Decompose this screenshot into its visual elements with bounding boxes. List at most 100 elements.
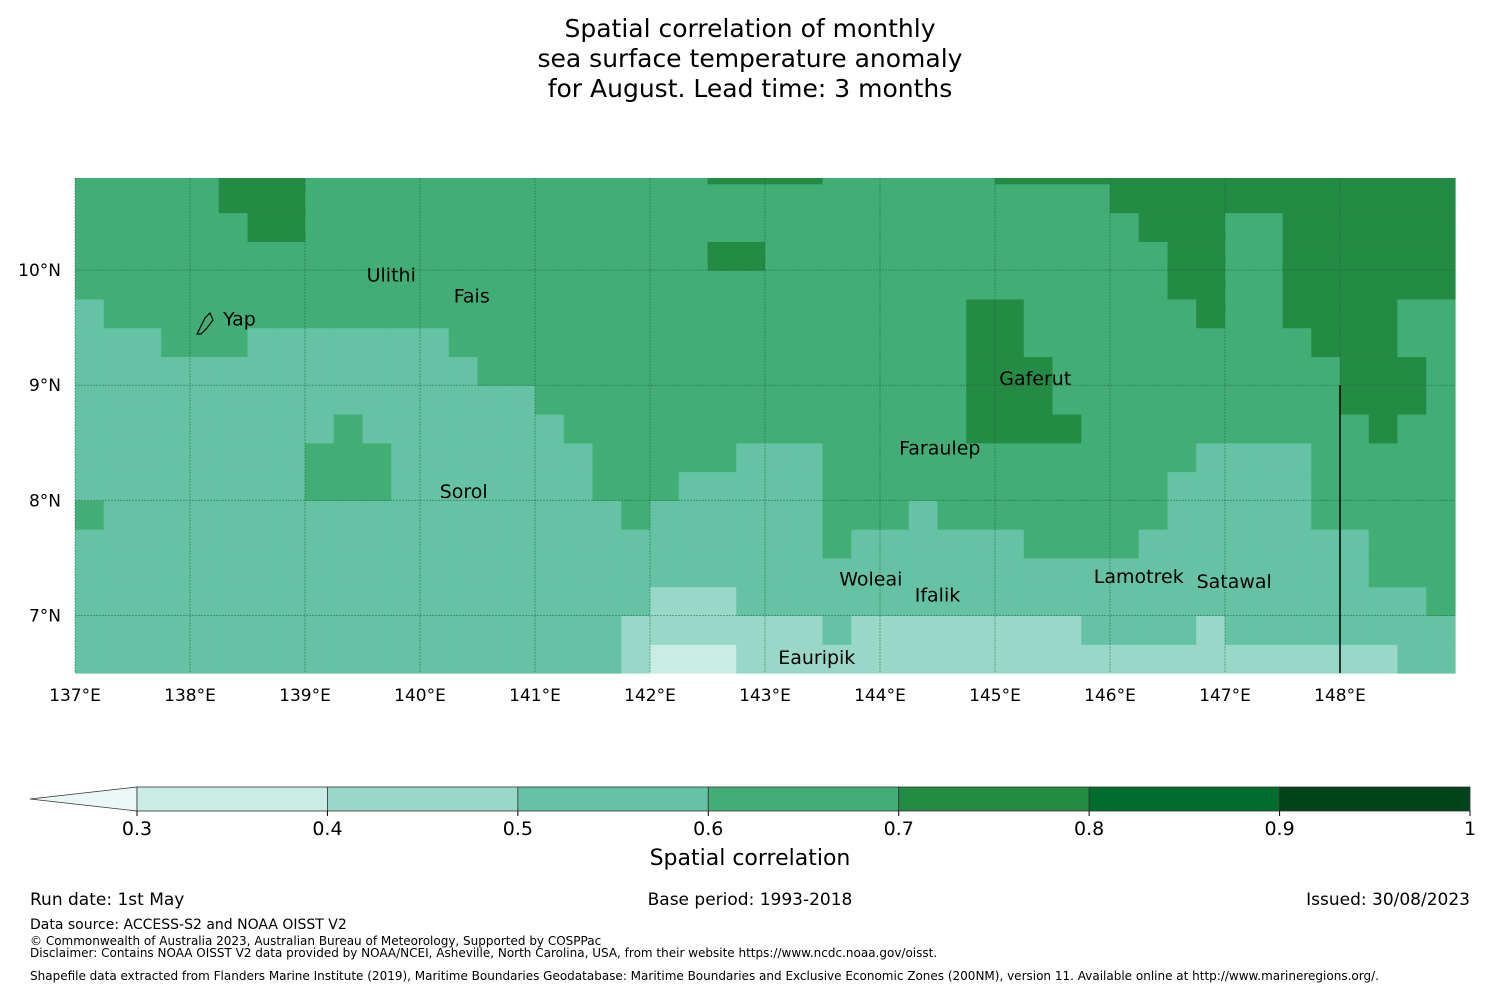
heatmap-cell [592, 413, 622, 444]
heatmap-cell [190, 413, 220, 444]
heatmap-cell [1282, 615, 1312, 645]
heatmap-cell [333, 212, 364, 242]
heatmap-cell [448, 178, 479, 185]
heatmap-cell [190, 644, 220, 674]
heatmap-cell [1052, 241, 1082, 271]
heatmap-cell [247, 183, 277, 214]
heatmap-cell [1081, 586, 1111, 617]
heatmap-cell [247, 298, 277, 329]
heatmap-cell [1368, 356, 1399, 386]
heatmap-cell [1253, 327, 1284, 358]
colorbar-segment [1279, 786, 1471, 812]
heatmap-cell [333, 644, 364, 674]
heatmap-cell [276, 270, 306, 300]
heatmap-cell [477, 356, 507, 386]
heatmap-cell [276, 586, 306, 617]
heatmap-cell [1311, 413, 1341, 444]
heatmap-cell [851, 413, 881, 444]
heatmap-cell [1282, 241, 1312, 271]
heatmap-cell [333, 586, 364, 617]
heatmap-cell [592, 586, 622, 617]
heatmap-cells [75, 178, 1456, 674]
heatmap-cell [736, 298, 766, 329]
heatmap-cell [333, 327, 364, 358]
heatmap-cell [1311, 529, 1341, 559]
heatmap-cell [190, 270, 220, 300]
heatmap-cell [880, 212, 910, 242]
heatmap-cell [966, 298, 996, 329]
heatmap-cell [822, 298, 852, 329]
heatmap-cell [650, 644, 680, 674]
heatmap-cell [851, 212, 881, 242]
heatmap-cell [362, 183, 392, 214]
heatmap-cell [218, 183, 249, 214]
heatmap-cell [678, 586, 709, 617]
heatmap-cell [161, 586, 191, 617]
heatmap-cell [1426, 615, 1456, 645]
heatmap-cell [1253, 298, 1284, 329]
heatmap-cell [391, 270, 421, 300]
heatmap-cell [362, 212, 392, 242]
heatmap-cell [908, 270, 939, 300]
heatmap-cell [391, 644, 421, 674]
yap-island-outline [196, 311, 214, 335]
heatmap-cell [75, 644, 105, 674]
heatmap-cell [1311, 644, 1341, 674]
heatmap-cell [132, 615, 162, 645]
heatmap-cell [908, 615, 939, 645]
heatmap-cell [822, 529, 852, 559]
heatmap-cell [1052, 183, 1082, 214]
heatmap-cell [103, 442, 134, 473]
heatmap-cell [1023, 298, 1054, 329]
heatmap-cell [1167, 385, 1197, 415]
heatmap-cell [1023, 644, 1054, 674]
heatmap-cell [103, 270, 134, 300]
heatmap-cell [1368, 586, 1399, 617]
heatmap-cell [1225, 183, 1255, 214]
heatmap-cell [1138, 529, 1169, 559]
heatmap-cell [793, 327, 824, 358]
heatmap-cell [621, 385, 651, 415]
heatmap-cell [995, 644, 1025, 674]
heatmap-cell [937, 385, 967, 415]
heatmap-cell [1081, 529, 1111, 559]
heatmap-cell [1196, 270, 1226, 300]
lat-tick-label: 8°N [29, 491, 61, 511]
heatmap-cell [995, 298, 1025, 329]
heatmap-cell [1023, 557, 1054, 588]
heatmap-cell [1052, 442, 1082, 473]
heatmap-cell [161, 500, 191, 530]
heatmap-cell [161, 385, 191, 415]
heatmap-cell [477, 557, 507, 588]
heatmap-cell [1311, 178, 1341, 185]
heatmap-cell [1196, 385, 1226, 415]
heatmap-cell [563, 212, 594, 242]
run-date: Run date: 1st May [30, 890, 185, 910]
heatmap-cell [650, 212, 680, 242]
heatmap-cell [1397, 327, 1427, 358]
lon-tick-label: 138°E [164, 686, 216, 706]
heatmap-cell [75, 413, 105, 444]
heatmap-cell [966, 270, 996, 300]
heatmap-cell [1253, 413, 1284, 444]
heatmap-cell [880, 178, 910, 185]
heatmap-cell [75, 298, 105, 329]
heatmap-cell [995, 183, 1025, 214]
heatmap-cell [1225, 500, 1255, 530]
heatmap-cell [506, 385, 536, 415]
heatmap-cell [535, 471, 565, 501]
heatmap-cell [535, 529, 565, 559]
heatmap-cell [448, 615, 479, 645]
heatmap-cell [1023, 586, 1054, 617]
heatmap-cell [448, 557, 479, 588]
heatmap-cell [1023, 500, 1054, 530]
heatmap-cell [793, 178, 824, 185]
heatmap-cell [822, 270, 852, 300]
heatmap-cell [765, 212, 795, 242]
lon-tick-label: 145°E [969, 686, 1021, 706]
heatmap-cell [1225, 327, 1255, 358]
heatmap-cell [276, 471, 306, 501]
heatmap-cell [218, 557, 249, 588]
heatmap-cell [621, 471, 651, 501]
heatmap-cell [448, 212, 479, 242]
